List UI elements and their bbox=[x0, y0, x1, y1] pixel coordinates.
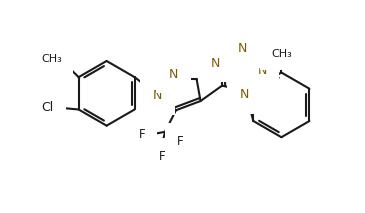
Text: F: F bbox=[159, 150, 165, 163]
Text: N: N bbox=[257, 64, 267, 77]
Text: N: N bbox=[238, 42, 247, 55]
Text: Cl: Cl bbox=[42, 101, 54, 114]
Text: CH₃: CH₃ bbox=[41, 55, 62, 65]
Text: N: N bbox=[211, 57, 220, 70]
Text: N: N bbox=[153, 89, 162, 102]
Text: CH₃: CH₃ bbox=[271, 49, 292, 59]
Text: N: N bbox=[169, 68, 178, 81]
Text: N: N bbox=[240, 88, 249, 101]
Text: F: F bbox=[177, 135, 184, 148]
Text: F: F bbox=[139, 128, 145, 141]
